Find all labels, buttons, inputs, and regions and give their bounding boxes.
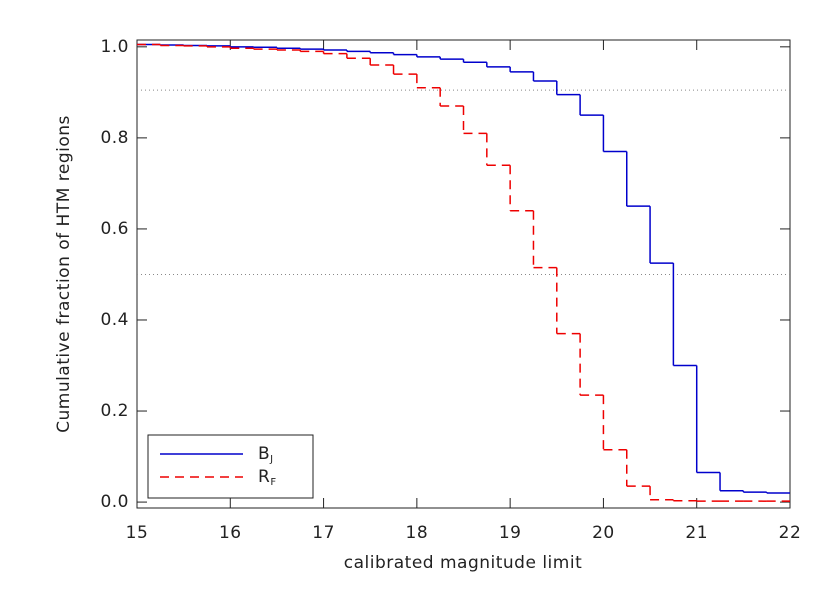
x-tick-label: 18 xyxy=(406,523,429,543)
y-tick-label: 0.6 xyxy=(100,219,129,239)
y-tick-label: 0.0 xyxy=(100,492,129,512)
y-tick-label: 0.2 xyxy=(100,401,129,421)
y-axis-label: Cumulative fraction of HTM regions xyxy=(54,115,74,433)
x-tick-label: 19 xyxy=(499,523,522,543)
x-tick-label: 15 xyxy=(126,523,149,543)
legend-box xyxy=(147,434,314,499)
legend-label: BJ xyxy=(258,444,274,465)
x-tick-label: 20 xyxy=(592,523,615,543)
y-tick-label: 1.0 xyxy=(100,37,129,57)
legend-label: RF xyxy=(258,467,277,488)
x-tick-label: 21 xyxy=(685,523,708,543)
y-tick-label: 0.4 xyxy=(100,310,129,330)
x-tick-label: 22 xyxy=(779,523,802,543)
x-axis-label: calibrated magnitude limit xyxy=(344,553,582,573)
y-tick-label: 0.8 xyxy=(100,128,129,148)
x-tick-label: 16 xyxy=(219,523,242,543)
x-tick-label: 17 xyxy=(312,523,335,543)
